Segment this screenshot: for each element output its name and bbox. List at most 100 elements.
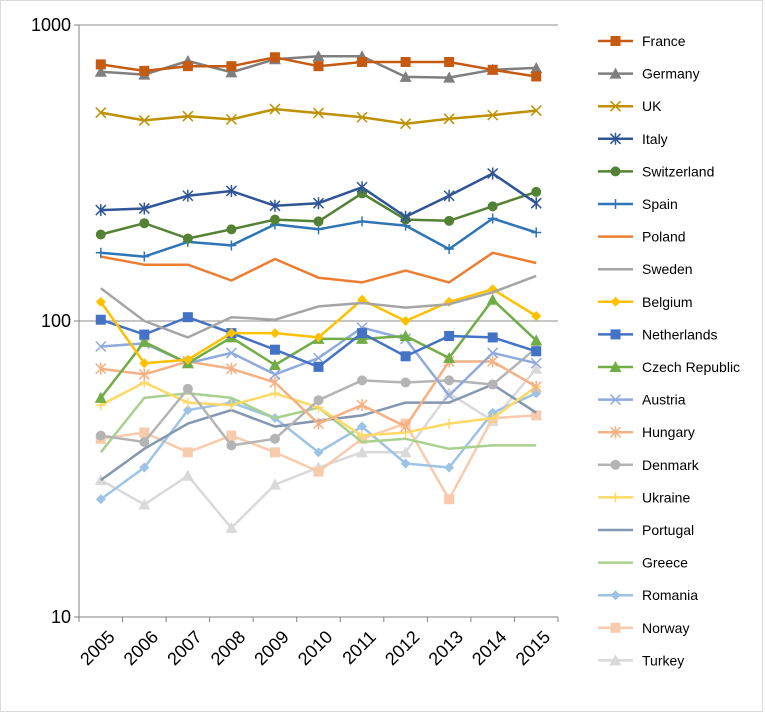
data-point-spain	[531, 227, 542, 238]
data-point-ukraine	[487, 413, 498, 424]
data-point-denmark	[487, 379, 498, 390]
data-point-norway	[226, 430, 237, 441]
legend-entry-greece: Greece	[598, 555, 688, 571]
data-point-norway	[269, 447, 280, 458]
legend-marker	[610, 622, 621, 633]
data-point-ukraine	[182, 397, 193, 408]
legend-marker	[609, 361, 622, 372]
data-point-uk	[138, 114, 150, 126]
data-point-ukraine	[357, 430, 368, 441]
x-tick-label: 2006	[120, 627, 162, 669]
data-point-germany	[225, 66, 238, 78]
legend: France Germany UK Italy Switzerland Spain Pola…	[598, 33, 740, 668]
data-point-france	[400, 56, 411, 67]
data-point-austria	[95, 340, 107, 353]
data-point-france	[226, 61, 237, 72]
data-point-czech-republic	[443, 351, 456, 363]
legend-label: UK	[642, 98, 662, 114]
data-point-ukraine	[444, 418, 455, 429]
series-france	[95, 52, 542, 82]
series-line-italy	[100, 172, 537, 219]
series-italy	[95, 167, 542, 223]
data-point-uk	[530, 105, 542, 117]
data-point-hungary	[312, 417, 325, 430]
data-point-germany	[94, 65, 107, 77]
data-point-france	[313, 61, 324, 72]
data-point-denmark	[139, 437, 150, 448]
legend-label: Greece	[642, 555, 688, 571]
legend-marker	[609, 100, 622, 112]
data-point-france	[269, 52, 280, 63]
legend-entry-italy: Italy	[598, 131, 668, 147]
data-point-hungary	[138, 368, 150, 381]
data-point-turkey	[138, 498, 151, 510]
data-point-germany	[443, 71, 456, 83]
series-uk	[95, 103, 542, 130]
data-point-romania	[182, 405, 193, 416]
legend-label: France	[642, 33, 686, 49]
data-point-czech-republic	[530, 334, 543, 346]
data-point-czech-republic	[268, 359, 281, 371]
data-point-italy	[356, 181, 368, 194]
legend-entry-belgium: Belgium	[598, 294, 693, 310]
data-point-hungary	[530, 380, 542, 393]
data-point-romania	[95, 494, 106, 505]
data-point-turkey	[268, 478, 281, 490]
data-point-uk	[182, 110, 194, 122]
data-point-netherlands	[139, 329, 150, 340]
data-point-italy	[182, 189, 194, 202]
data-point-uk	[487, 109, 499, 121]
data-point-switzerland	[531, 186, 542, 197]
data-point-hungary	[400, 420, 412, 433]
data-point-czech-republic	[138, 335, 151, 347]
data-point-austria	[530, 357, 542, 369]
data-point-belgium	[226, 328, 237, 339]
x-tick-label: 2007	[163, 627, 205, 669]
data-point-belgium	[531, 310, 542, 321]
legend-marker	[610, 459, 621, 470]
data-point-romania	[400, 458, 411, 469]
data-point-denmark	[269, 433, 280, 444]
legend-entry-france: France	[598, 33, 686, 49]
series-sweden	[100, 274, 537, 339]
data-point-norway	[313, 466, 324, 477]
x-tick-label: 2010	[294, 627, 336, 669]
series-group	[94, 50, 543, 533]
data-point-turkey	[399, 446, 412, 458]
legend-entry-czech-republic: Czech Republic	[598, 359, 740, 375]
data-point-netherlands	[400, 351, 411, 362]
data-point-spain	[139, 251, 150, 262]
data-point-italy	[487, 167, 499, 180]
data-point-france	[95, 59, 106, 70]
y-tick-label: 100	[41, 311, 71, 331]
data-point-turkey	[356, 446, 369, 458]
data-point-switzerland	[182, 233, 193, 244]
legend-label: Sweden	[642, 261, 693, 277]
legend-entry-norway: Norway	[598, 620, 689, 636]
data-point-switzerland	[226, 224, 237, 235]
data-point-france	[357, 56, 368, 67]
x-tick-label: 2015	[512, 627, 554, 669]
data-point-turkey	[443, 387, 456, 399]
data-point-france	[139, 65, 150, 76]
data-point-switzerland	[139, 218, 150, 229]
data-point-spain	[487, 213, 498, 224]
data-point-switzerland	[487, 201, 498, 212]
data-point-france	[487, 64, 498, 75]
legend-label: Ukraine	[642, 489, 690, 505]
legend-marker	[610, 492, 621, 503]
data-point-belgium	[269, 328, 280, 339]
data-point-austria	[312, 352, 325, 364]
data-point-turkey	[181, 469, 194, 481]
data-point-uk	[443, 113, 455, 125]
data-point-denmark	[313, 395, 324, 406]
data-point-france	[531, 71, 542, 82]
data-point-germany	[312, 50, 325, 62]
data-point-denmark	[357, 375, 368, 386]
legend-marker	[610, 296, 621, 307]
data-point-uk	[356, 111, 368, 123]
data-point-ukraine	[226, 400, 237, 411]
data-point-austria	[487, 347, 499, 359]
